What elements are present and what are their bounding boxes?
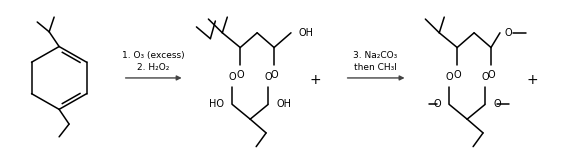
Text: OH: OH — [276, 99, 291, 110]
Text: O: O — [236, 70, 244, 80]
Text: +: + — [309, 73, 321, 87]
Text: O: O — [453, 70, 461, 80]
Text: 1. O₃ (excess): 1. O₃ (excess) — [122, 51, 185, 60]
Text: O: O — [270, 70, 278, 80]
Text: O: O — [264, 72, 272, 82]
Text: O: O — [445, 72, 453, 82]
Text: 3. Na₂CO₃: 3. Na₂CO₃ — [354, 51, 397, 60]
Text: 2. H₂O₂: 2. H₂O₂ — [138, 63, 170, 72]
Text: HO: HO — [209, 99, 224, 110]
Text: then CH₃I: then CH₃I — [354, 63, 397, 72]
Text: O: O — [434, 99, 441, 110]
Text: O: O — [481, 72, 489, 82]
Text: O: O — [229, 72, 236, 82]
Text: OH: OH — [299, 28, 314, 38]
Text: O: O — [504, 28, 511, 38]
Text: O: O — [493, 99, 501, 110]
Text: +: + — [526, 73, 537, 87]
Text: O: O — [487, 70, 495, 80]
